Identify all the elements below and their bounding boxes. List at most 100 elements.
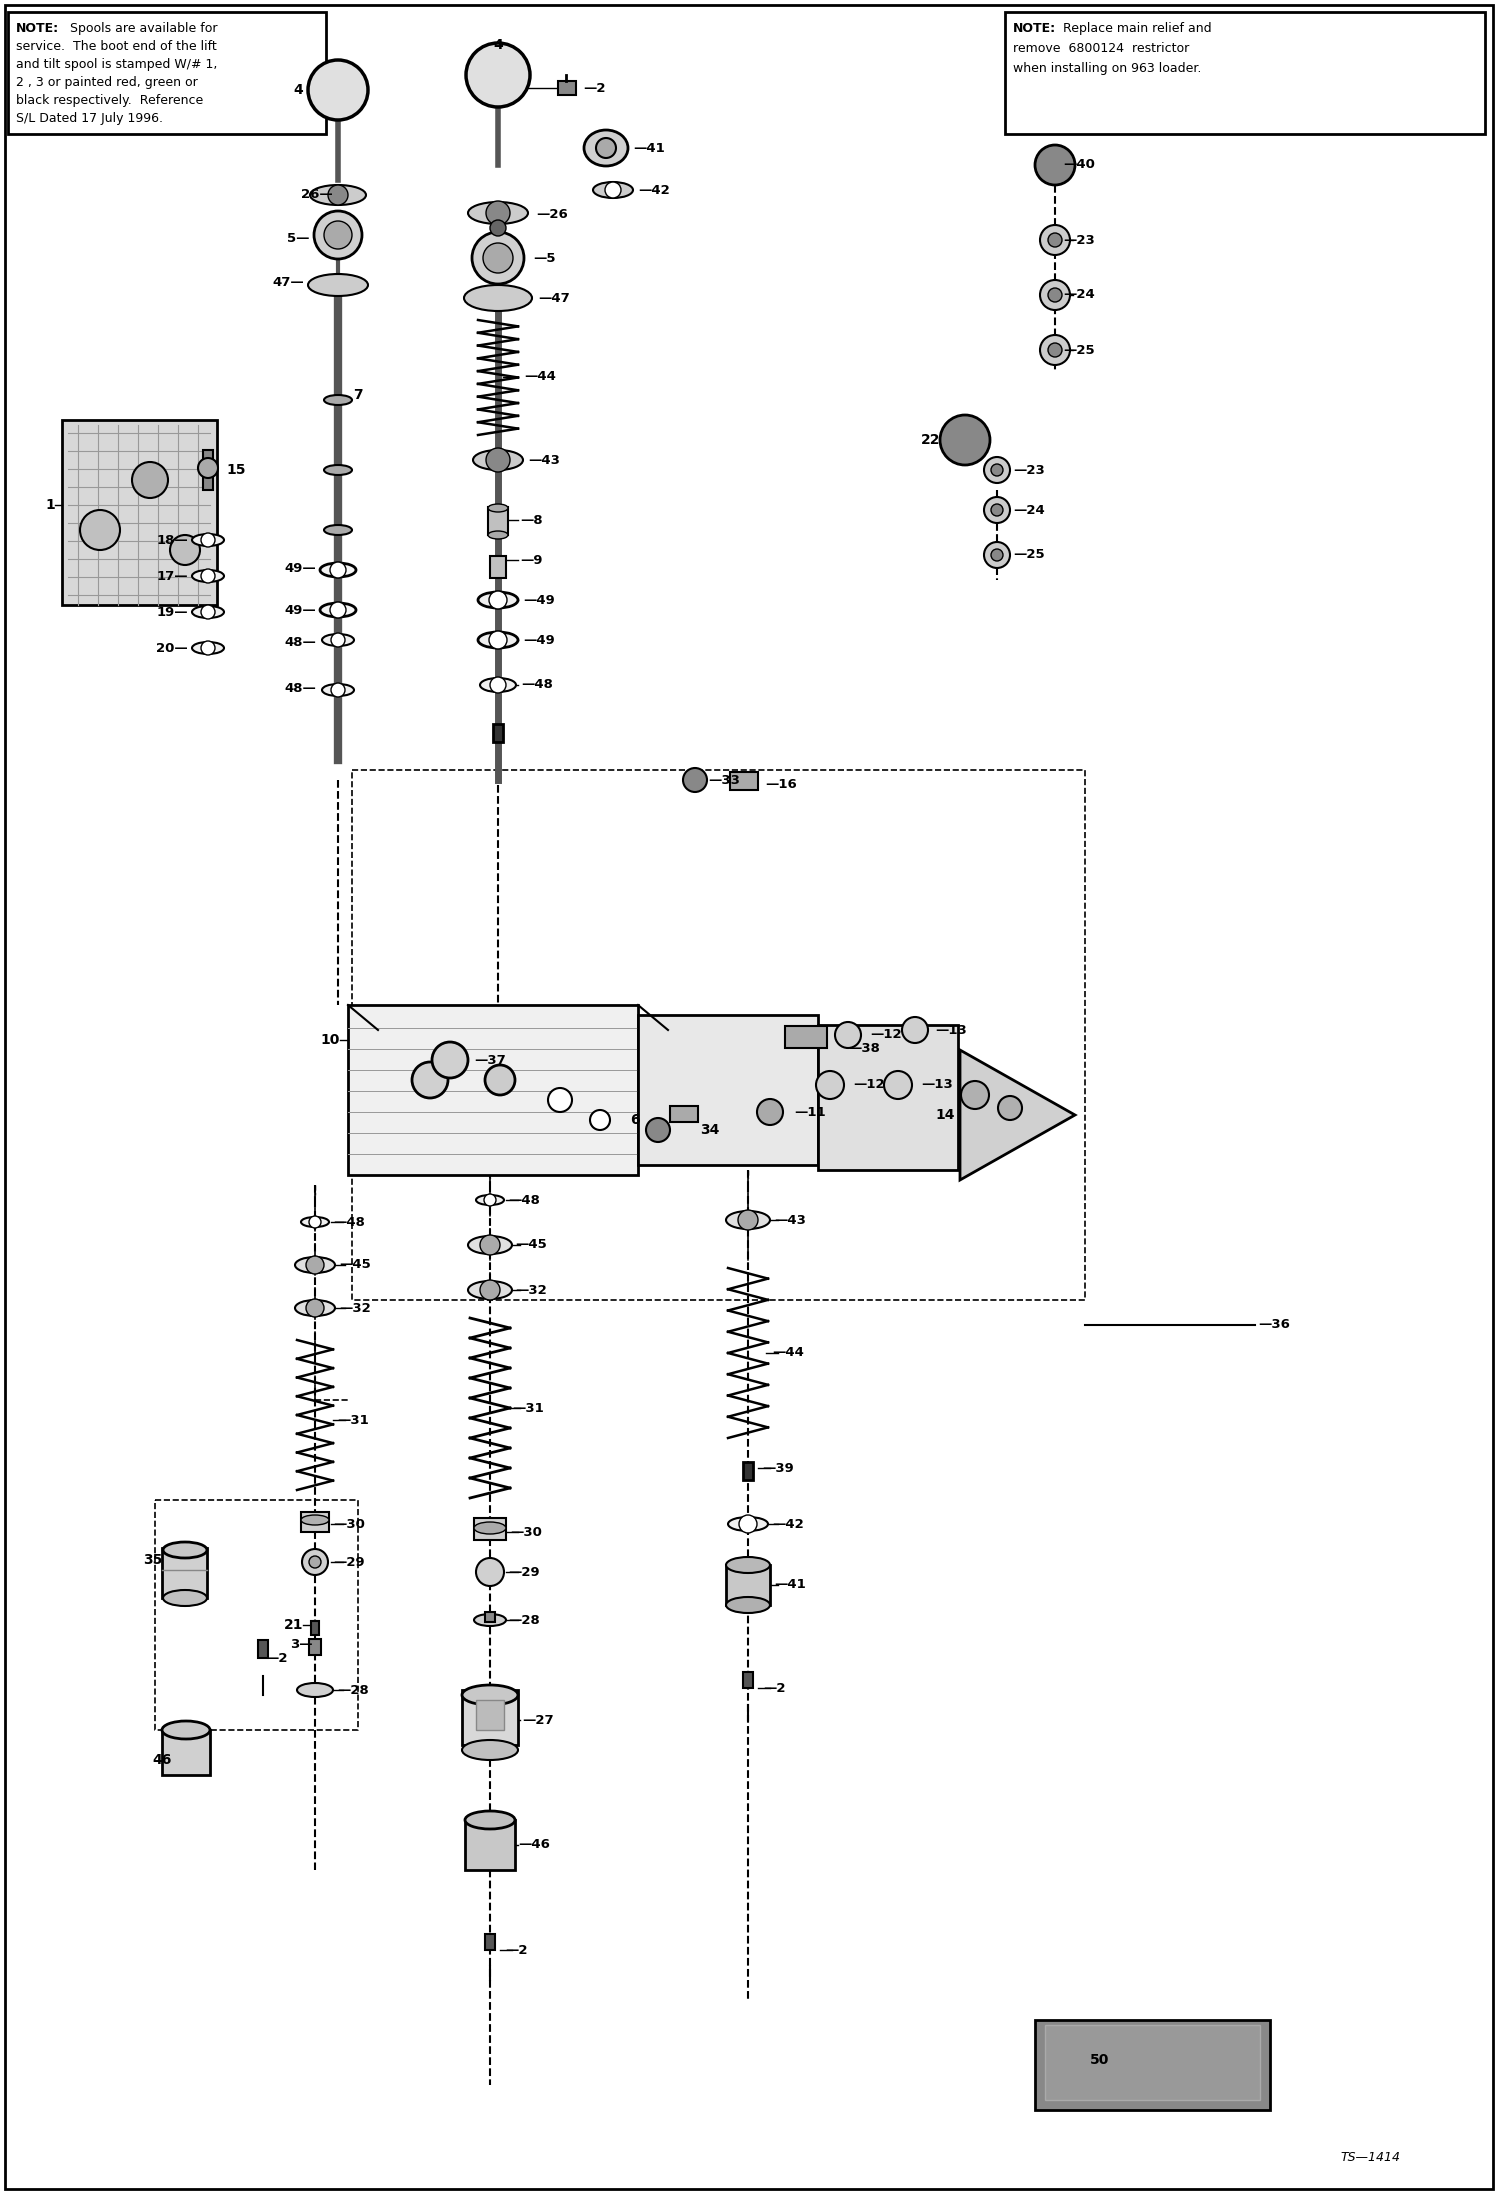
Bar [464, 1821, 515, 1869]
Text: 18—: 18— [156, 533, 189, 546]
Circle shape [472, 233, 524, 283]
Ellipse shape [467, 202, 527, 224]
Bar [485, 1933, 494, 1950]
Circle shape [479, 1235, 500, 1255]
Ellipse shape [584, 129, 628, 167]
Circle shape [309, 1556, 321, 1569]
Bar [818, 1025, 959, 1169]
Circle shape [992, 548, 1004, 562]
Text: 3—: 3— [291, 1639, 313, 1652]
Circle shape [484, 1194, 496, 1207]
Ellipse shape [467, 1235, 512, 1255]
Circle shape [683, 768, 707, 792]
Circle shape [590, 1110, 610, 1130]
Text: 22: 22 [920, 432, 941, 448]
Text: —45: —45 [339, 1259, 370, 1273]
Ellipse shape [163, 1542, 207, 1558]
Text: and tilt spool is stamped W/# 1,: and tilt spool is stamped W/# 1, [16, 57, 217, 70]
Text: 6: 6 [631, 1112, 640, 1128]
Text: —32: —32 [339, 1301, 370, 1314]
Ellipse shape [473, 450, 523, 470]
Circle shape [479, 1279, 500, 1301]
Bar [743, 1461, 753, 1481]
Text: —39: —39 [762, 1461, 794, 1474]
Circle shape [330, 601, 346, 619]
Bar [727, 1564, 770, 1606]
Circle shape [315, 211, 363, 259]
Circle shape [1049, 287, 1062, 303]
Text: NOTE:: NOTE: [16, 22, 58, 35]
Circle shape [490, 678, 506, 693]
Text: —23: —23 [1013, 463, 1044, 476]
Text: 48—: 48— [285, 636, 316, 649]
Text: —42: —42 [771, 1518, 804, 1531]
Text: 14: 14 [935, 1108, 956, 1121]
Circle shape [984, 498, 1010, 522]
Ellipse shape [479, 678, 515, 691]
Ellipse shape [728, 1516, 768, 1531]
Ellipse shape [324, 524, 352, 535]
Text: —12: —12 [870, 1029, 902, 1042]
Circle shape [739, 1516, 756, 1534]
Text: —23: —23 [1064, 233, 1095, 246]
Text: —48: —48 [508, 1194, 539, 1207]
Ellipse shape [322, 634, 354, 645]
Circle shape [756, 1099, 783, 1126]
Circle shape [431, 1042, 467, 1077]
Circle shape [596, 138, 616, 158]
Bar [258, 1639, 268, 1659]
Text: —33: —33 [709, 774, 740, 785]
Ellipse shape [467, 1281, 512, 1299]
Text: —2: —2 [583, 81, 605, 94]
Text: 49—: 49— [285, 562, 316, 575]
Text: —28: —28 [337, 1683, 369, 1696]
Text: 49—: 49— [285, 603, 316, 617]
Text: 21: 21 [283, 1617, 303, 1632]
Text: —47: —47 [538, 292, 569, 305]
Text: —13: —13 [921, 1079, 953, 1090]
Text: S/L Dated 17 July 1996.: S/L Dated 17 July 1996. [16, 112, 163, 125]
Ellipse shape [192, 570, 225, 581]
Text: 15: 15 [226, 463, 246, 476]
Bar [204, 450, 213, 489]
Circle shape [132, 463, 168, 498]
Bar [309, 1639, 321, 1654]
Circle shape [201, 641, 216, 656]
Circle shape [482, 244, 512, 272]
Text: —31: —31 [337, 1413, 369, 1426]
Circle shape [998, 1097, 1022, 1119]
Circle shape [466, 44, 530, 108]
Text: —11: —11 [794, 1106, 825, 1119]
Circle shape [1049, 233, 1062, 248]
Text: 20—: 20— [156, 641, 189, 654]
Bar [61, 419, 217, 606]
Text: 19—: 19— [156, 606, 189, 619]
Text: —49: —49 [523, 634, 554, 647]
Circle shape [198, 459, 219, 478]
Circle shape [941, 415, 990, 465]
Polygon shape [960, 1051, 1076, 1180]
Circle shape [324, 222, 352, 248]
Circle shape [306, 1255, 324, 1275]
Text: —36: —36 [1258, 1319, 1290, 1332]
Text: —29: —29 [508, 1567, 539, 1577]
Text: 47—: 47— [273, 276, 304, 287]
Circle shape [1049, 342, 1062, 358]
Bar [481, 1564, 499, 1580]
Text: TS—1414: TS—1414 [1341, 2150, 1401, 2163]
Text: Spools are available for: Spools are available for [61, 22, 217, 35]
Ellipse shape [301, 1516, 330, 1525]
Circle shape [485, 1064, 515, 1095]
Text: —13: —13 [935, 1022, 966, 1036]
Circle shape [1035, 145, 1076, 184]
Bar [743, 1672, 753, 1687]
Ellipse shape [295, 1301, 336, 1316]
Text: 35: 35 [142, 1553, 162, 1567]
Text: —25: —25 [1064, 344, 1095, 355]
Ellipse shape [192, 533, 225, 546]
Text: —16: —16 [765, 779, 797, 792]
Bar [476, 1700, 503, 1731]
Text: 1: 1 [45, 498, 55, 511]
Circle shape [306, 1299, 324, 1316]
Text: —28: —28 [508, 1613, 539, 1626]
